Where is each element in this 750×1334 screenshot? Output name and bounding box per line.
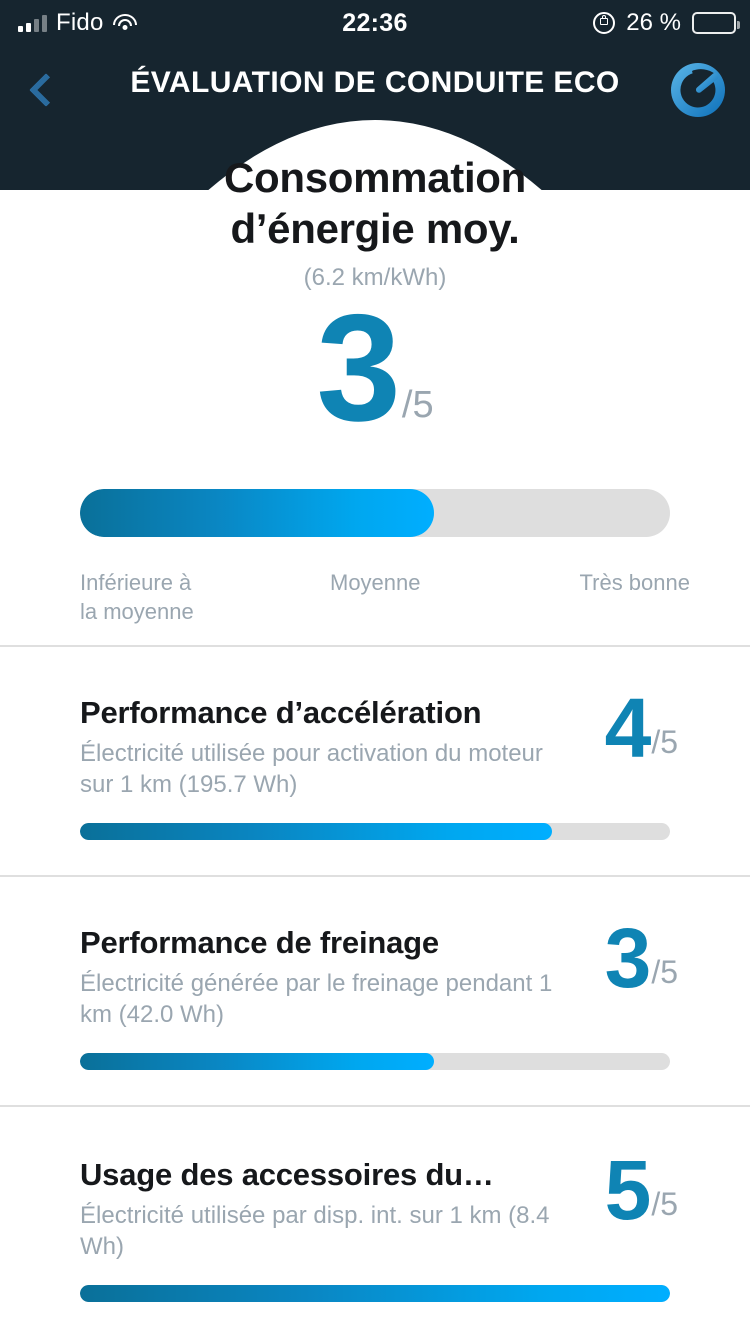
- metric-score-denominator: /5: [651, 723, 678, 760]
- metric-description: Électricité utilisée par disp. int. sur …: [80, 1201, 560, 1262]
- metric-description: Électricité utilisée pour activation du …: [80, 739, 560, 800]
- scale-label-mid: Moyenne: [330, 570, 421, 595]
- primary-score-row: 3 /5: [0, 283, 750, 454]
- metric-description-line1: Électricité utilisée par disp. int. sur …: [80, 1202, 502, 1229]
- metric-title: Performance d’accélération: [80, 695, 482, 730]
- metric-score-value: 3: [604, 911, 652, 1005]
- metric-progress-bar-accessories: [80, 1285, 670, 1302]
- metric-progress-fill: [80, 1053, 434, 1070]
- metric-score-value: 4: [604, 681, 652, 775]
- metric-score: 3 /5: [604, 911, 678, 1005]
- status-bar: Fido 22:36 26 %: [0, 0, 750, 46]
- primary-score-section: Consommation d’énergie moy. (6.2 km/kWh)…: [0, 152, 750, 454]
- metric-score: 5 /5: [604, 1143, 678, 1237]
- status-bar-left: Fido: [18, 9, 138, 37]
- metric-score-value: 5: [604, 1143, 652, 1237]
- metric-progress-fill: [80, 823, 552, 840]
- metric-progress-fill: [80, 1285, 670, 1302]
- battery-percent-label: 26 %: [626, 9, 681, 36]
- primary-score-progress-bar: [80, 489, 670, 537]
- section-divider: [0, 875, 750, 877]
- signal-strength-icon: [18, 14, 47, 32]
- metric-progress-bar-acceleration: [80, 823, 670, 840]
- metric-description-line2: (8.4 Wh): [80, 1202, 550, 1260]
- metric-row-braking[interactable]: Performance de freinage Électricité géné…: [0, 916, 750, 1030]
- primary-metric-title-line1: Consommation: [223, 154, 527, 201]
- metric-description-line2: sur 1 km (195.7 Wh): [80, 770, 298, 798]
- scale-label-low-line2: la moyenne: [80, 599, 194, 625]
- section-divider: [0, 645, 750, 647]
- carrier-label: Fido: [56, 9, 104, 36]
- eco-brand-logo-icon[interactable]: [668, 60, 728, 120]
- scale-label-high: Très bonne: [579, 570, 690, 595]
- metric-description-line2: 1 km (42.0 Wh): [80, 970, 553, 1028]
- metric-description-line1: Électricité générée par le freinage pend…: [80, 970, 533, 997]
- navigation-bar: ÉVALUATION DE CONDUITE ECO: [0, 46, 750, 136]
- metric-progress-bar-braking: [80, 1053, 670, 1070]
- metric-description-line1: Électricité utilisée pour activation du …: [80, 740, 543, 767]
- primary-score-value: 3: [316, 283, 401, 454]
- primary-metric-subtitle: (6.2 km/kWh): [303, 264, 447, 292]
- wifi-icon: [113, 14, 138, 32]
- section-divider: [0, 1105, 750, 1107]
- battery-icon: [692, 12, 740, 34]
- metric-score: 4 /5: [604, 681, 678, 775]
- primary-score-progress-fill: [80, 489, 434, 537]
- scale-label-low: Inférieure à la moyenne: [80, 568, 270, 626]
- primary-metric-title-line2: d’énergie moy.: [230, 205, 520, 253]
- metric-row-accessories[interactable]: Usage des accessoires du… Électricité ut…: [0, 1148, 750, 1262]
- metric-score-denominator: /5: [651, 953, 678, 990]
- metric-description: Électricité générée par le freinage pend…: [80, 969, 560, 1030]
- page-title: ÉVALUATION DE CONDUITE ECO: [130, 66, 620, 99]
- metric-title: Performance de freinage: [80, 925, 439, 960]
- rotation-lock-icon: [593, 12, 616, 34]
- metric-row-acceleration[interactable]: Performance d’accélération Électricité u…: [0, 686, 750, 800]
- scale-label-low-line1: Inférieure à: [80, 570, 192, 595]
- score-scale-labels: Inférieure à la moyenne Moyenne Très bon…: [80, 568, 690, 638]
- primary-score-denominator: /5: [401, 383, 434, 426]
- primary-metric-title: Consommation d’énergie moy.: [0, 152, 750, 254]
- metric-score-denominator: /5: [651, 1185, 678, 1222]
- metric-title: Usage des accessoires du…: [80, 1157, 494, 1192]
- app-header: [0, 0, 750, 190]
- status-bar-clock: 22:36: [342, 8, 408, 37]
- status-bar-right: 26 %: [593, 9, 740, 37]
